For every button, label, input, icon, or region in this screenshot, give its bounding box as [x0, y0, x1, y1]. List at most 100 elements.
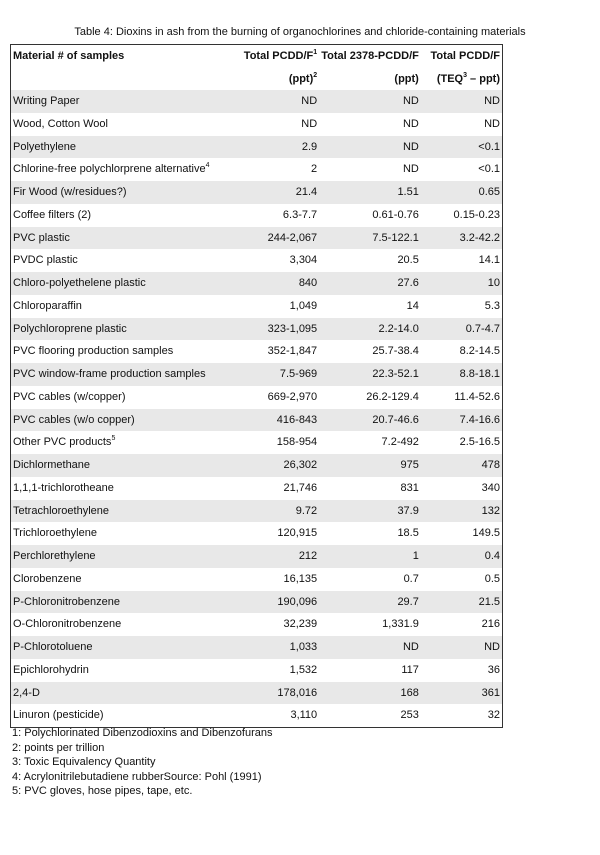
- material-name: PVDC plastic: [13, 254, 78, 267]
- cell-total-2378: ND: [402, 117, 419, 130]
- cell-material: 1,1,1-trichlorotheane: [11, 477, 236, 500]
- table-body: Writing Paper ND ND ND Wood, Cotton Wool ND ND…: [10, 90, 503, 728]
- cell-total-pcddf: 212: [235, 545, 320, 568]
- table-row: Dichlormethane 26,302 975 478: [10, 454, 503, 477]
- material-name: PVC cables (w/copper): [13, 390, 126, 403]
- cell-total-2378: 117: [401, 663, 419, 676]
- table-row: Clorobenzene 16,135 0.7 0.5: [11, 568, 503, 591]
- table-row: Chlorine-free polychlorprene alternative…: [11, 158, 503, 181]
- cell-total-pcddf: 669-2,970: [267, 390, 318, 403]
- cell-teq: 0.65: [420, 181, 503, 204]
- cell-total-pcddf: 2: [311, 163, 318, 176]
- cell-total-2378: 7.2-492: [381, 436, 419, 449]
- cell-teq: 14.1: [478, 254, 500, 267]
- cell-teq: ND: [484, 117, 500, 130]
- header-text: (ppt): [288, 72, 314, 85]
- cell-material: PVC plastic: [10, 226, 236, 250]
- dioxin-table: Material # of samples Total PCDD/F1 Tota…: [10, 44, 503, 728]
- cell-teq: 11.4-52.6: [454, 390, 500, 403]
- header-total-pcddf: Total PCDD/F1: [235, 45, 319, 68]
- cell-total-2378: 25.7-38.4: [372, 345, 419, 358]
- cell-material: PVC cables (w/o copper): [10, 408, 236, 432]
- cell-teq: <0.1: [420, 135, 503, 159]
- cell-total-pcddf: 26,302: [235, 454, 320, 477]
- header-total-teq: Total PCDD/F: [430, 50, 500, 62]
- footnote: 1: Polychlorinated Dibenzodioxins and Di…: [12, 727, 273, 739]
- cell-teq: <0.1: [478, 163, 500, 176]
- cell-total-2378: 253: [400, 709, 419, 722]
- material-name: O-Chloronitrobenzene: [13, 618, 122, 631]
- cell-teq: 36: [487, 663, 500, 676]
- table-row: PVC window-frame production samples 7.5-9…: [10, 363, 503, 386]
- footnote-ref: 1: [313, 49, 318, 56]
- cell-total-2378: 20.5: [397, 254, 419, 267]
- table-row: Chloroparaffin 1,049 14 5.3: [11, 295, 503, 318]
- cell-teq: 0.7-4.7: [420, 317, 503, 341]
- cell-teq: 0.5: [484, 572, 500, 585]
- table-row: Other PVC products5 158-954 7.2-492 2.5-16.…: [11, 431, 503, 454]
- cell-teq: ND: [420, 636, 503, 659]
- cell-material: Chloro-polyethelene plastic: [10, 272, 236, 295]
- cell-total-pcddf: 9.72: [235, 499, 320, 523]
- cell-teq: 8.8-18.1: [420, 363, 503, 386]
- table-row: P-Chloronitrobenzene 190,096 29.7 21.5: [10, 590, 503, 614]
- cell-material: Other PVC products5: [11, 431, 236, 454]
- header-row-2: (ppt)2 (ppt) (TEQ3 – ppt): [11, 68, 503, 91]
- material-name: Trichloroethylene: [13, 527, 97, 540]
- footnote-ref: 5: [111, 435, 116, 443]
- cell-total-pcddf: 1,049: [289, 299, 318, 312]
- material-name: Epichlorohydrin: [13, 663, 89, 676]
- cell-material: Linuron (pesticide): [11, 704, 236, 727]
- header-total-2378-unit: (ppt): [394, 72, 419, 85]
- cell-material: PVC cables (w/copper): [11, 386, 236, 409]
- cell-total-2378: ND: [319, 636, 421, 659]
- cell-total-2378: 0.7: [403, 572, 419, 585]
- table-row: Perchlorethylene 212 1 0.4: [10, 545, 503, 568]
- cell-total-pcddf: 190,096: [235, 590, 320, 614]
- material-name: 1,1,1-trichlorotheane: [13, 481, 114, 494]
- cell-total-pcddf: 7.5-969: [235, 363, 320, 386]
- cell-total-pcddf: ND: [301, 117, 318, 130]
- cell-material: Fir Wood (w/residues?): [10, 181, 236, 204]
- header-text: – ppt): [467, 72, 500, 85]
- cell-total-2378: 29.7: [319, 590, 421, 614]
- table-row: Fir Wood (w/residues?) 21.4 1.51 0.65: [10, 181, 503, 204]
- table-row: PVC cables (w/o copper) 416-843 20.7-46.6 7…: [10, 408, 503, 432]
- table-row: Trichloroethylene 120,915 18.5 149.5: [11, 522, 503, 545]
- cell-total-pcddf: 158-954: [276, 436, 318, 449]
- cell-total-pcddf: 6.3-7.7: [282, 208, 318, 221]
- footnote: 3: Toxic Equivalency Quantity: [12, 756, 156, 769]
- cell-material: Clorobenzene: [11, 568, 236, 591]
- footnote-ref: 4: [205, 162, 210, 170]
- cell-teq: 21.5: [420, 590, 503, 614]
- table-row: Coffee filters (2) 6.3-7.7 0.61-0.76 0.15-0…: [11, 204, 503, 227]
- cell-teq: 340: [481, 481, 500, 494]
- material-name: PVC plastic: [13, 231, 70, 244]
- table-row: Polyethylene 2.9 ND <0.1: [10, 135, 503, 159]
- material-name: Chloro-polyethelene plastic: [13, 277, 146, 289]
- material-name: Chlorine-free polychlorprene alternative: [13, 163, 206, 176]
- cell-material: Polyethylene: [10, 135, 236, 159]
- cell-total-2378: 975: [319, 454, 421, 477]
- footnote-ref: 3: [463, 71, 467, 79]
- material-name: Tetrachloroethylene: [13, 504, 110, 517]
- cell-total-2378: ND: [319, 135, 421, 159]
- cell-material: Dichlormethane: [10, 454, 236, 477]
- header-empty: [11, 68, 236, 91]
- material-name: P-Chlorotoluene: [13, 641, 93, 653]
- cell-total-pcddf: 2.9: [235, 135, 320, 159]
- header-text: Total PCDD/F: [243, 50, 314, 62]
- header-material: Material # of samples: [13, 50, 125, 62]
- cell-material: Epichlorohydrin: [11, 659, 236, 682]
- cell-total-2378: 27.6: [319, 272, 421, 295]
- cell-teq: 3.2-42.2: [420, 226, 503, 250]
- cell-total-2378: 1.51: [319, 181, 421, 204]
- cell-teq: 2.5-16.5: [459, 436, 500, 449]
- cell-total-2378: 37.9: [319, 499, 421, 523]
- cell-material: Writing Paper: [10, 90, 236, 113]
- footnote-ref: 2: [313, 71, 318, 79]
- cell-total-pcddf: ND: [235, 90, 320, 113]
- header-row-1: Material # of samples Total PCDD/F1 Tota…: [11, 45, 503, 68]
- cell-total-pcddf: 352-1,847: [267, 345, 318, 358]
- material-name: PVC flooring production samples: [13, 345, 174, 358]
